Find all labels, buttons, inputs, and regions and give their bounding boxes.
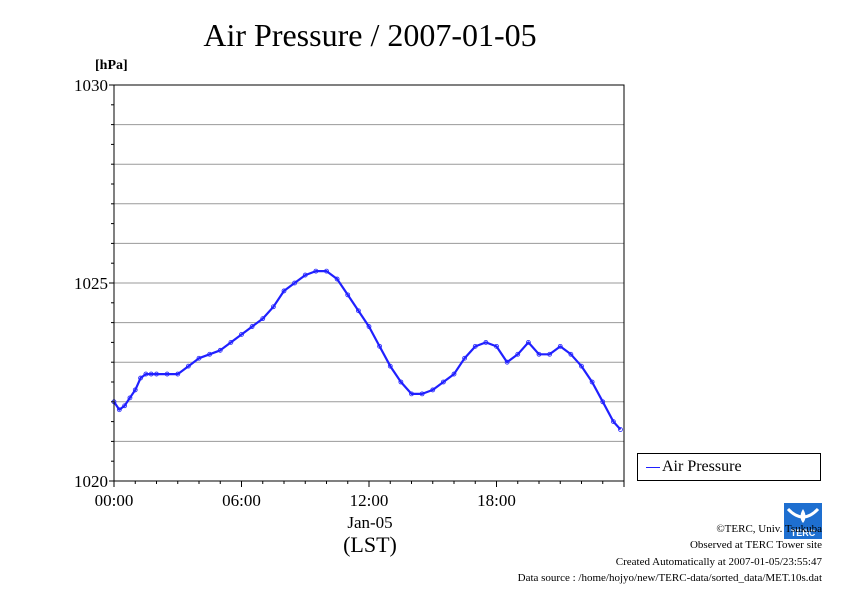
chart-title: Air Pressure / 2007-01-05 (203, 17, 536, 53)
data-point (494, 343, 499, 349)
data-point (334, 276, 340, 282)
data-point (281, 288, 287, 294)
data-point (302, 272, 308, 278)
data-point (196, 355, 202, 361)
data-point (557, 343, 563, 349)
x-axis-date-label: Jan-05 (347, 513, 392, 532)
data-point (249, 324, 255, 329)
data-point (451, 371, 457, 377)
data-point (164, 371, 170, 377)
data-point (398, 379, 404, 385)
data-point (148, 371, 154, 377)
data-point (387, 363, 393, 369)
axis-layer: 1020 1025 1030 00:00 06:00 12:00 18:00 (74, 76, 625, 510)
data-point (409, 391, 414, 397)
data-point (610, 419, 616, 425)
data-point (430, 387, 436, 393)
data-point (127, 395, 133, 401)
data-point (377, 343, 383, 349)
data-point (483, 339, 489, 345)
y-tick-label: 1030 (74, 76, 108, 95)
data-point (154, 371, 159, 377)
data-point (345, 292, 351, 298)
data-point (116, 407, 122, 413)
data-source-text: Data source : /home/hojyo/new/TERC-data/… (517, 571, 822, 584)
data-point (355, 308, 361, 314)
x-tick-label: 12:00 (350, 491, 389, 510)
data-point (547, 351, 553, 357)
legend: Air Pressure (637, 453, 821, 481)
data-point (207, 351, 213, 357)
data-point (579, 363, 584, 369)
data-point (536, 351, 542, 357)
data-point (525, 339, 531, 345)
data-point (175, 371, 181, 377)
x-tick-label: 18:00 (477, 491, 516, 510)
data-point (568, 351, 574, 357)
data-point (600, 399, 606, 405)
data-point (313, 268, 319, 274)
created-text: Created Automatically at 2007-01-05/23:5… (615, 555, 822, 568)
svg-text:TERC: TERC (791, 528, 816, 538)
data-point (228, 339, 234, 345)
x-tick-label: 06:00 (222, 491, 261, 510)
data-point (472, 343, 478, 349)
data-point (143, 371, 149, 377)
grid-layer (114, 124, 624, 442)
x-tick-label: 00:00 (95, 491, 134, 510)
data-point (462, 355, 468, 361)
data-point (132, 387, 138, 393)
legend-swatch (646, 467, 660, 468)
data-point (440, 379, 446, 385)
data-point (138, 375, 143, 381)
y-axis-unit-label: [hPa] (95, 58, 128, 73)
data-point (217, 347, 223, 353)
copyright-text: ©TERC, Univ. Tsukuba (716, 523, 822, 535)
credits-block: ©TERC, Univ. Tsukuba Observed at TERC To… (518, 521, 822, 586)
y-tick-label: 1025 (74, 274, 108, 293)
data-point (504, 359, 510, 365)
data-point (185, 363, 191, 369)
series-line-air-pressure (113, 270, 622, 431)
observed-text: Observed at TERC Tower site (689, 539, 822, 552)
data-point (292, 280, 298, 286)
data-point (515, 351, 521, 357)
data-point (324, 268, 329, 274)
series-layer (111, 268, 623, 432)
data-point (589, 379, 595, 385)
y-tick-label: 1020 (74, 472, 108, 491)
data-point (260, 316, 266, 322)
data-point (618, 427, 623, 432)
x-axis-label: (LST) (343, 532, 397, 557)
data-point (270, 304, 276, 310)
data-point (122, 403, 128, 409)
legend-label: Air Pressure (662, 458, 742, 475)
data-point (419, 391, 425, 397)
terc-logo-icon: TERC (784, 503, 822, 539)
data-point (239, 332, 244, 337)
data-point (366, 324, 372, 329)
